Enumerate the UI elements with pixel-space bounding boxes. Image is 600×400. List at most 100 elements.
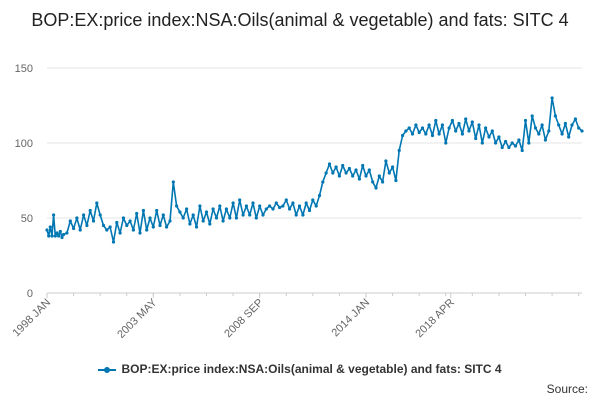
data-point[interactable] (347, 166, 351, 171)
data-point[interactable] (108, 225, 112, 229)
data-point[interactable] (331, 171, 335, 175)
data-point[interactable] (477, 123, 481, 127)
data-point[interactable] (527, 141, 531, 145)
data-point[interactable] (105, 228, 109, 232)
data-point[interactable] (98, 213, 102, 217)
series-line[interactable] (46, 97, 583, 243)
data-point[interactable] (547, 129, 551, 133)
data-point[interactable] (513, 144, 518, 148)
data-point[interactable] (125, 223, 129, 228)
data-point[interactable] (354, 168, 358, 172)
data-point[interactable] (45, 228, 49, 232)
data-point[interactable] (334, 165, 338, 169)
data-point[interactable] (251, 201, 255, 205)
data-point[interactable] (580, 129, 584, 133)
data-point[interactable] (264, 207, 268, 211)
data-point[interactable] (148, 216, 152, 220)
data-point[interactable] (321, 180, 325, 184)
data-point[interactable] (420, 126, 425, 130)
data-point[interactable] (181, 216, 185, 220)
data-point[interactable] (530, 114, 534, 118)
data-point[interactable] (543, 138, 548, 142)
data-point[interactable] (158, 223, 162, 228)
data-point[interactable] (91, 219, 96, 223)
data-point[interactable] (151, 225, 155, 229)
data-point[interactable] (244, 204, 248, 208)
data-point[interactable] (407, 126, 411, 130)
data-point[interactable] (394, 178, 398, 183)
data-point[interactable] (470, 120, 474, 124)
data-point[interactable] (261, 213, 265, 217)
data-point[interactable] (314, 204, 318, 208)
data-point[interactable] (50, 234, 54, 238)
data-point[interactable] (447, 126, 451, 130)
data-point[interactable] (55, 231, 59, 235)
data-point[interactable] (85, 223, 89, 228)
data-point[interactable] (474, 136, 478, 141)
data-point[interactable] (573, 117, 578, 121)
data-point[interactable] (424, 132, 428, 136)
data-point[interactable] (533, 126, 538, 130)
data-point[interactable] (344, 171, 348, 175)
data-point[interactable] (47, 234, 51, 238)
data-point[interactable] (268, 204, 272, 208)
data-point[interactable] (510, 141, 514, 145)
data-point[interactable] (214, 216, 219, 220)
data-point[interactable] (430, 133, 435, 138)
data-point[interactable] (278, 205, 282, 210)
data-point[interactable] (72, 226, 76, 231)
data-point[interactable] (480, 141, 484, 145)
data-point[interactable] (464, 117, 468, 121)
data-point[interactable] (201, 219, 205, 223)
data-point[interactable] (487, 135, 491, 139)
data-point[interactable] (254, 216, 258, 220)
data-point[interactable] (141, 208, 145, 213)
data-point[interactable] (500, 145, 504, 150)
data-point[interactable] (78, 228, 82, 232)
data-point[interactable] (204, 210, 209, 214)
data-point[interactable] (135, 211, 139, 216)
data-point[interactable] (145, 228, 149, 232)
data-point[interactable] (387, 171, 391, 175)
data-point[interactable] (75, 216, 79, 220)
data-point[interactable] (57, 234, 61, 238)
data-point[interactable] (494, 141, 498, 145)
data-point[interactable] (155, 208, 159, 213)
data-point[interactable] (434, 118, 438, 123)
data-point[interactable] (540, 123, 544, 127)
data-point[interactable] (417, 130, 421, 135)
data-point[interactable] (294, 213, 298, 217)
data-point[interactable] (404, 129, 408, 133)
data-point[interactable] (497, 135, 501, 139)
data-point[interactable] (238, 198, 242, 202)
data-point[interactable] (361, 163, 365, 168)
data-point[interactable] (128, 219, 132, 223)
data-point[interactable] (101, 223, 106, 228)
data-point[interactable] (317, 193, 322, 198)
data-point[interactable] (95, 201, 99, 205)
data-point[interactable] (281, 204, 285, 208)
data-point[interactable] (341, 163, 345, 168)
data-point[interactable] (567, 135, 571, 139)
data-point[interactable] (291, 201, 295, 205)
data-point[interactable] (301, 213, 305, 217)
data-point[interactable] (374, 186, 378, 190)
data-point[interactable] (523, 118, 528, 123)
data-point[interactable] (284, 198, 288, 202)
data-point[interactable] (88, 208, 92, 213)
data-point[interactable] (288, 207, 292, 211)
data-point[interactable] (178, 210, 182, 214)
data-point[interactable] (111, 240, 116, 244)
data-point[interactable] (467, 129, 471, 133)
data-point[interactable] (563, 121, 568, 126)
data-point[interactable] (53, 234, 57, 238)
data-point[interactable] (274, 201, 278, 205)
data-point[interactable] (401, 133, 405, 138)
data-point[interactable] (221, 219, 225, 223)
data-point[interactable] (118, 231, 122, 235)
data-point[interactable] (115, 220, 119, 225)
data-point[interactable] (324, 171, 328, 175)
data-point[interactable] (218, 204, 222, 208)
data-point[interactable] (440, 123, 444, 127)
data-point[interactable] (414, 123, 418, 127)
